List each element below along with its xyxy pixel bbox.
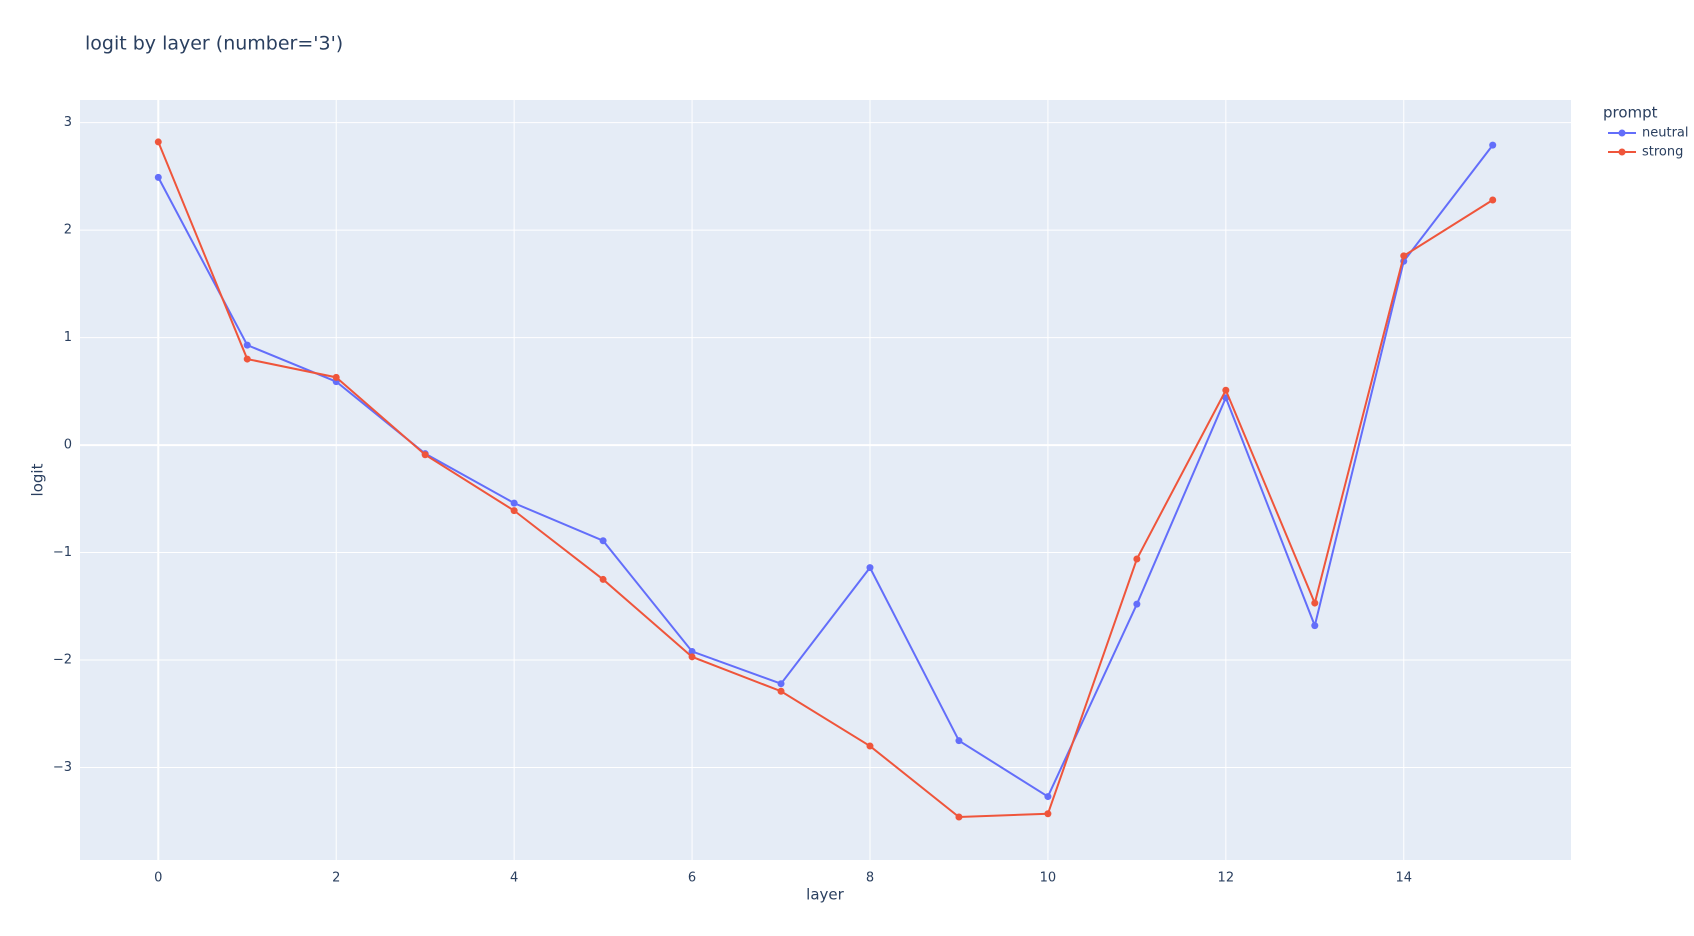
point xyxy=(955,813,963,821)
series-line xyxy=(157,141,1494,819)
point xyxy=(332,373,340,381)
plot-background xyxy=(80,100,1571,860)
point xyxy=(510,499,518,507)
y-tick-label: 0 xyxy=(64,438,72,453)
y-tick-label: −3 xyxy=(53,760,72,775)
x-tick-label: 4 xyxy=(510,871,518,886)
point xyxy=(1311,599,1319,607)
legend-label: neutral xyxy=(1642,126,1689,141)
y-tick-label: 1 xyxy=(64,330,72,345)
y-tick-label: −2 xyxy=(53,653,72,668)
point xyxy=(510,507,518,515)
point xyxy=(1489,141,1497,149)
x-tick-label: 2 xyxy=(332,871,340,886)
x-tick-label: 14 xyxy=(1395,871,1412,886)
x-tick-label: 10 xyxy=(1040,871,1057,886)
point xyxy=(599,575,607,583)
chart-title: logit by layer (number='3') xyxy=(85,33,343,55)
y-axis-title: logit xyxy=(29,463,47,496)
point xyxy=(154,173,162,181)
legend-marker xyxy=(1618,129,1626,137)
point xyxy=(1133,555,1141,563)
point xyxy=(777,687,785,695)
x-tick-label: 6 xyxy=(688,871,696,886)
point xyxy=(688,653,696,661)
legend-marker xyxy=(1618,148,1626,156)
y-tick-label: 2 xyxy=(64,223,72,238)
legend-title: prompt xyxy=(1603,104,1658,122)
x-tick-label: 0 xyxy=(154,871,162,886)
point xyxy=(866,564,874,572)
x-tick-label: 8 xyxy=(866,871,874,886)
point xyxy=(599,537,607,545)
point xyxy=(1222,386,1230,394)
y-tick-label: 3 xyxy=(64,115,72,130)
point xyxy=(243,355,251,363)
series-line xyxy=(157,144,1494,799)
legend-label: strong xyxy=(1642,145,1683,160)
y-tick-label: −1 xyxy=(53,545,72,560)
point xyxy=(1044,793,1052,801)
point xyxy=(866,742,874,750)
point xyxy=(955,737,963,745)
point xyxy=(1044,810,1052,818)
point xyxy=(1133,600,1141,608)
point xyxy=(688,647,696,655)
point xyxy=(243,341,251,349)
point xyxy=(421,451,429,459)
point xyxy=(1489,196,1497,204)
point xyxy=(777,680,785,688)
point xyxy=(154,138,162,146)
point xyxy=(1311,622,1319,630)
x-tick-label: 12 xyxy=(1218,871,1235,886)
point xyxy=(1400,252,1408,260)
x-axis-title: layer xyxy=(806,886,844,904)
